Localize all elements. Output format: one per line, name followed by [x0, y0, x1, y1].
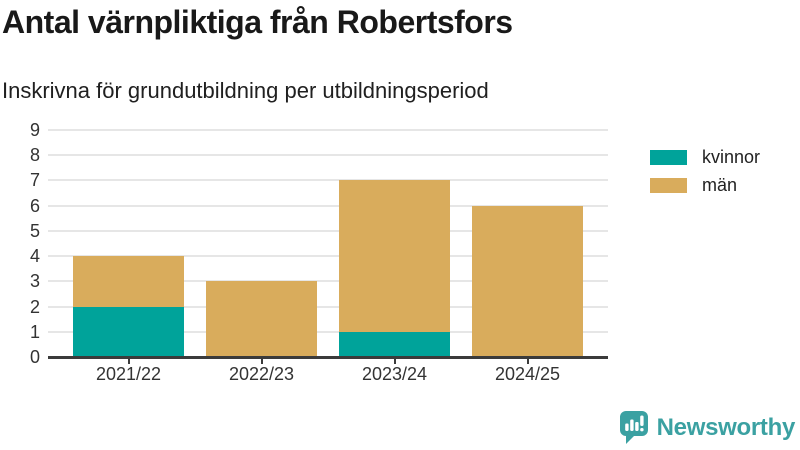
legend-item-kvinnor: kvinnor [650, 147, 761, 167]
newsworthy-logo-text: Newsworthy [656, 413, 796, 441]
x-tick-label-2024/25: 2024/25 [494, 364, 561, 384]
x-tick-2023/24 [393, 358, 396, 364]
x-tick-2022/23 [260, 358, 263, 364]
y-tick-label-0: 0 [29, 347, 40, 367]
y-tick-label-8: 8 [29, 145, 40, 166]
bar-segment-kvinnor-2021/22 [73, 306, 184, 357]
gridline-2 [48, 305, 608, 308]
gridline-5 [48, 229, 608, 232]
y-tick-label-9: 9 [29, 120, 40, 140]
bar-segment-män-2021/22 [73, 256, 184, 307]
gridline-6 [48, 204, 608, 207]
gridline-4 [48, 255, 608, 258]
bar-2022/23 [206, 281, 317, 357]
y-axis-labels: 0 1 2 3 4 5 6 7 8 9 [0, 120, 40, 367]
legend-swatch-kvinnor [650, 150, 687, 165]
bar-segment-kvinnor-2023/24 [339, 331, 450, 357]
y-tick-label-1: 1 [29, 321, 40, 342]
legend-item-män: män [650, 175, 760, 195]
plot-area [48, 129, 608, 364]
x-tick-2024/25 [526, 358, 529, 364]
x-tick-2021/22 [127, 358, 130, 364]
gridline-9 [48, 129, 608, 131]
y-tick-label-2: 2 [29, 296, 40, 317]
gridline-3 [48, 280, 608, 283]
gridline-7 [48, 179, 608, 182]
newsworthy-logo: Newsworthy [619, 410, 795, 445]
y-tick-label-4: 4 [29, 246, 40, 267]
x-tick-label-2023/24: 2023/24 [361, 364, 428, 384]
x-tick-label-2022/23: 2022/23 [228, 364, 295, 384]
y-tick-label-7: 7 [29, 170, 40, 191]
gridline-1 [48, 330, 608, 333]
legend: kvinnor män [650, 147, 761, 206]
chart-subtitle: Inskrivna för grundutbildning per utbild… [2, 78, 489, 103]
y-tick-label-3: 3 [29, 271, 40, 292]
bar-segment-män-2024/25 [472, 205, 583, 357]
legend-label-män: män [702, 175, 738, 195]
chart-title: Antal värnpliktiga från Robertsfors [2, 4, 513, 40]
legend-swatch-män [650, 178, 687, 193]
y-tick-label-6: 6 [29, 195, 40, 216]
gridline-8 [48, 154, 608, 157]
y-tick-label-5: 5 [29, 220, 40, 241]
x-tick-label-2021/22: 2021/22 [95, 364, 162, 384]
bar-2023/24 [339, 180, 450, 357]
x-axis-line [48, 356, 608, 359]
bar-segment-män-2022/23 [206, 281, 317, 357]
legend-label-kvinnor: kvinnor [702, 147, 761, 167]
bar-2021/22 [73, 256, 184, 357]
bar-segment-män-2023/24 [339, 180, 450, 332]
x-axis-labels: 2021/22 2022/23 2023/24 2024/25 [48, 364, 608, 388]
newsworthy-chart-bubble-icon [619, 411, 648, 444]
bar-2024/25 [472, 205, 583, 357]
